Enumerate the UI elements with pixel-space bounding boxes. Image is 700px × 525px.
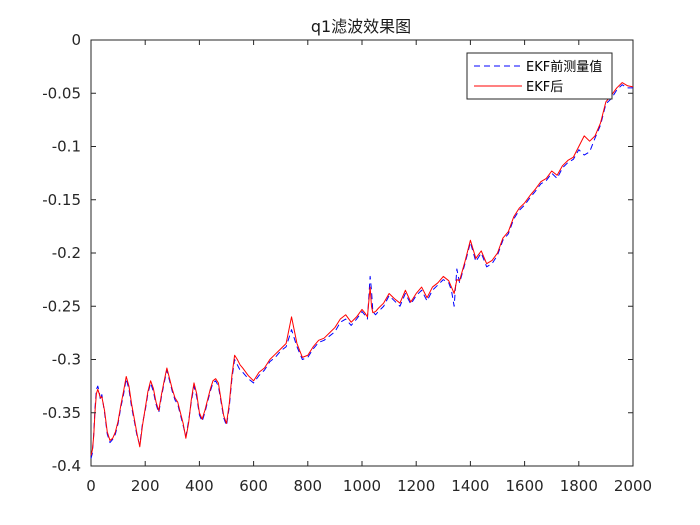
series-line-ekf-after — [90, 82, 634, 456]
y-tick-label: -0.2 — [52, 244, 81, 262]
series-line-ekf-before — [90, 84, 633, 459]
plot-area: 0 200 400 600 800 1000 1200 1400 1600 1800 2000 0 -0… — [42, 31, 652, 495]
x-tick-label: 0 — [86, 477, 96, 495]
x-tick-label: 1800 — [560, 477, 598, 495]
legend-label-ekf-before: EKF前测量值 — [526, 59, 602, 75]
x-tick-label: 1400 — [451, 477, 489, 495]
axes-box — [90, 39, 634, 467]
legend-box — [466, 52, 613, 100]
series-layer — [90, 82, 634, 459]
chart-title: q1滤波效果图 — [311, 17, 411, 36]
y-tick-label: -0.4 — [52, 457, 81, 475]
x-tick-label: 1200 — [397, 477, 435, 495]
x-tick-label: 2000 — [614, 477, 652, 495]
ticks-layer: 0 200 400 600 800 1000 1200 1400 1600 1800 2000 0 -0… — [42, 31, 652, 495]
x-tick-label: 800 — [293, 477, 322, 495]
x-tick-label: 200 — [131, 477, 160, 495]
x-tick-label: 400 — [185, 477, 214, 495]
x-tick-label: 1000 — [343, 477, 381, 495]
y-tick-label: -0.35 — [42, 404, 81, 422]
y-tick-label: 0 — [71, 31, 81, 49]
x-tick-label: 600 — [239, 477, 268, 495]
x-tick-label: 1600 — [506, 477, 544, 495]
y-tick-label: -0.15 — [42, 191, 81, 209]
y-tick-label: -0.25 — [42, 297, 81, 315]
legend-label-ekf-after: EKF后 — [526, 80, 563, 95]
y-tick-label: -0.1 — [52, 138, 81, 156]
y-tick-label: -0.05 — [42, 84, 81, 102]
legend: EKF前测量值 EKF后 — [466, 52, 613, 100]
y-tick-label: -0.3 — [52, 351, 81, 369]
